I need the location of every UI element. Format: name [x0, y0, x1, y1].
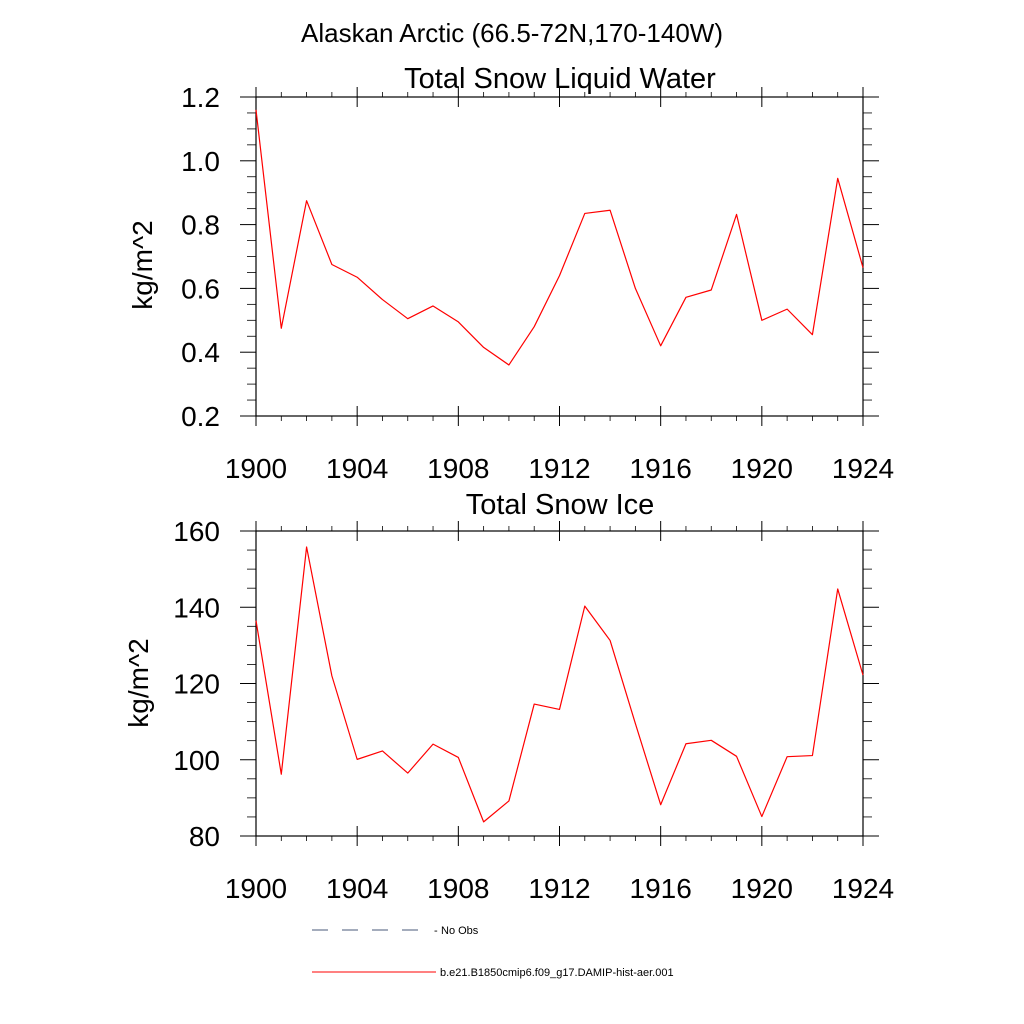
- y-tick-label: 0.6: [181, 273, 220, 304]
- x-tick-label: 1912: [528, 453, 590, 484]
- x-tick-label: 1900: [225, 873, 287, 904]
- x-tick-label: 1920: [731, 453, 793, 484]
- y-tick-label: 80: [189, 821, 220, 852]
- x-tick-label: 1916: [630, 873, 692, 904]
- plot-frame: [255, 96, 864, 417]
- x-tick-label: 1916: [630, 453, 692, 484]
- x-tick-label: 1924: [832, 873, 894, 904]
- legend-label-no-obs: No Obs: [441, 925, 479, 937]
- series-line: [255, 546, 864, 823]
- y-tick-label: 0.2: [181, 401, 220, 432]
- y-tick-label: 1.0: [181, 146, 220, 177]
- y-tick-label: 140: [173, 592, 220, 623]
- figure-title: Alaskan Arctic (66.5-72N,170-140W): [301, 18, 723, 48]
- y-tick-label: 1.2: [181, 82, 220, 113]
- series-line: [255, 109, 864, 366]
- x-tick-label: 1924: [832, 453, 894, 484]
- x-tick-label: 1920: [731, 873, 793, 904]
- y-tick-label: 0.4: [181, 337, 220, 368]
- panel-title: Total Snow Liquid Water: [404, 63, 716, 95]
- x-tick-label: 1908: [427, 873, 489, 904]
- y-tick-label: 120: [173, 669, 220, 700]
- y-axis-label: kg/m^2: [127, 220, 158, 309]
- x-tick-label: 1904: [326, 873, 388, 904]
- y-tick-label: 160: [173, 516, 220, 547]
- x-tick-label: 1912: [528, 873, 590, 904]
- y-axis-label: kg/m^2: [123, 638, 154, 727]
- x-tick-label: 1900: [225, 453, 287, 484]
- legend: - No Obs b.e21.B1850cmip6.f09_g17.DAMIP-…: [312, 925, 674, 979]
- panel-snow-liquid-water: Total Snow Liquid Water kg/m^2 1900 1904 1…: [127, 63, 894, 484]
- legend-label-dash: -: [434, 925, 438, 937]
- y-tick-label: 100: [173, 745, 220, 776]
- panel-snow-ice: Total Snow Ice kg/m^2 1900 1904 1908 1912 19…: [123, 489, 894, 904]
- x-tick-label: 1904: [326, 453, 388, 484]
- legend-label-model: b.e21.B1850cmip6.f09_g17.DAMIP-hist-aer.…: [440, 967, 674, 979]
- panel-title: Total Snow Ice: [466, 489, 655, 521]
- plot-frame: [255, 530, 864, 837]
- x-tick-label: 1908: [427, 453, 489, 484]
- y-tick-label: 0.8: [181, 210, 220, 241]
